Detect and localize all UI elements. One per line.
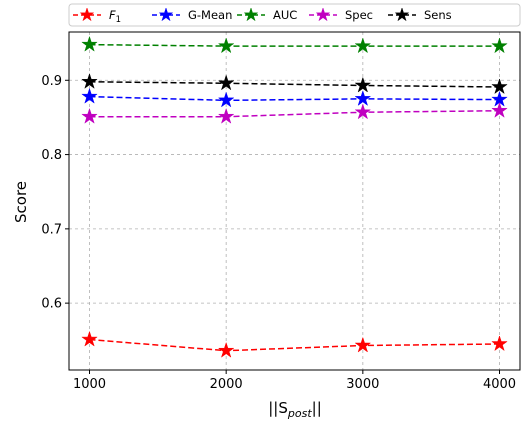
series-g-mean [81, 87, 508, 108]
legend-label: Spec [345, 8, 373, 22]
data-point-auc [491, 37, 508, 54]
x-axis-label-subscript: post [287, 407, 312, 420]
series-line-f [89, 338, 500, 352]
series-line-spec [89, 109, 500, 118]
series-line-auc [89, 43, 500, 47]
legend-item-sens: Sens [388, 7, 452, 22]
data-point-auc [81, 35, 98, 52]
data-point-g-mean [217, 91, 235, 108]
data-point-spec [491, 101, 508, 118]
series-auc [81, 35, 508, 54]
data-point-f [354, 336, 372, 353]
x-axis-label-main: ||S [268, 399, 288, 417]
y-tick-label: 0.9 [41, 74, 62, 89]
data-point-spec [217, 107, 235, 124]
data-point-spec [81, 107, 98, 124]
series-layer [81, 35, 508, 358]
series-line-sens [89, 81, 500, 88]
legend-swatch-star [158, 7, 174, 22]
data-point-auc [354, 37, 372, 54]
x-tick-label: 4000 [483, 377, 516, 392]
x-tick-label: 1000 [73, 377, 106, 392]
legend-item-f: F1 [73, 7, 121, 25]
y-tick-label: 0.6 [41, 297, 62, 312]
data-point-auc [217, 37, 235, 54]
y-axis-label: Score [12, 181, 30, 223]
data-point-sens [354, 76, 372, 93]
x-tick-label: 3000 [346, 377, 379, 392]
data-point-f [81, 330, 98, 347]
legend-label: Sens [424, 8, 452, 22]
data-point-spec [354, 103, 372, 120]
data-point-sens [81, 72, 98, 89]
series-sens [81, 72, 508, 95]
legend-swatch-star [315, 7, 331, 22]
legend-label: AUC [273, 8, 297, 22]
legend: F1 G-Mean AUC Spec Sens [68, 3, 521, 27]
legend-item-g-mean: G-Mean [152, 7, 232, 22]
series-line-g-mean [89, 95, 500, 102]
data-point-f [217, 341, 235, 358]
series-spec [81, 101, 508, 124]
data-point-sens [491, 78, 508, 95]
data-point-sens [217, 74, 235, 91]
legend-swatch-star [394, 7, 410, 22]
data-point-f [491, 335, 508, 352]
series-f [81, 330, 508, 358]
plot-frame [68, 31, 521, 371]
data-point-g-mean [354, 90, 372, 106]
legend-frame [68, 3, 521, 27]
legend-item-auc: AUC [237, 7, 297, 22]
legend-label: G-Mean [188, 8, 232, 22]
axis-ticks: 1000 2000 3000 4000 0.6 0.7 0.8 0.9 [41, 74, 516, 392]
legend-label: F1 [109, 8, 121, 25]
data-point-g-mean [81, 87, 98, 104]
legend-swatch-star [243, 7, 259, 22]
x-tick-label: 2000 [210, 377, 243, 392]
legend-swatch-star [79, 7, 95, 22]
x-axis-label-suffix: || [312, 399, 322, 417]
x-axis-label: ||Spost|| [268, 399, 322, 420]
y-tick-label: 0.8 [41, 148, 62, 163]
y-tick-label: 0.7 [41, 222, 62, 237]
legend-item-spec: Spec [309, 7, 373, 22]
